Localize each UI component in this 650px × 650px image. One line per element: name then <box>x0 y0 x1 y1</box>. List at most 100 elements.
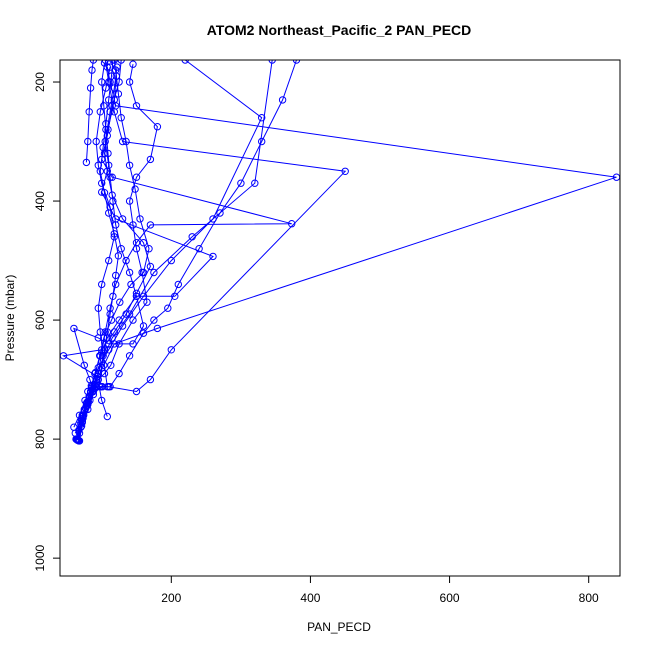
data-point <box>99 143 107 152</box>
data-point <box>125 268 134 277</box>
data-point <box>112 221 120 229</box>
y-tick-label: 1000 <box>33 544 47 571</box>
x-tick-label: 800 <box>579 591 599 605</box>
y-tick-label: 800 <box>33 429 47 449</box>
data-point <box>103 383 112 391</box>
data-point <box>88 66 96 74</box>
data-point <box>116 298 124 306</box>
data-point <box>195 245 203 253</box>
data-point <box>153 324 162 333</box>
data-point <box>86 84 95 92</box>
data-point <box>139 329 148 337</box>
data-point <box>73 435 81 443</box>
y-axis-label: Pressure (mbar) <box>3 275 17 362</box>
profile-series <box>82 60 98 167</box>
data-point <box>125 197 134 205</box>
data-point <box>341 167 349 176</box>
profile-line <box>77 60 347 440</box>
data-point <box>84 137 92 146</box>
data-point <box>117 60 125 64</box>
profile-line <box>98 60 119 417</box>
data-point <box>112 280 120 289</box>
profile-series <box>74 60 349 444</box>
data-point <box>94 334 103 342</box>
data-point <box>102 120 110 128</box>
x-axis: 200 400 600 800 <box>161 576 599 605</box>
data-point <box>100 102 108 110</box>
data-point <box>139 239 148 247</box>
data-point <box>100 189 109 197</box>
data-point <box>94 304 103 312</box>
data-point <box>114 252 123 260</box>
data-point <box>117 245 125 253</box>
data-point <box>100 346 109 354</box>
data-point <box>98 78 106 86</box>
data-point <box>78 418 87 427</box>
data-point <box>167 256 176 265</box>
data-point <box>146 155 155 164</box>
data-point <box>103 167 112 176</box>
data-point <box>89 60 98 64</box>
x-tick-label: 600 <box>440 591 460 605</box>
data-point <box>83 402 91 410</box>
data-point <box>96 108 105 116</box>
profile-series <box>72 63 620 443</box>
data-point <box>105 256 113 265</box>
data-point <box>75 426 83 434</box>
data-point <box>150 268 158 277</box>
data-point <box>117 114 125 122</box>
x-tick-label: 200 <box>161 591 181 605</box>
data-point <box>85 108 93 116</box>
profile-series <box>60 60 155 443</box>
y-tick-label: 200 <box>33 72 47 92</box>
data-point <box>209 252 217 261</box>
data-point <box>86 375 94 384</box>
data-point <box>132 245 141 253</box>
data-point <box>174 280 183 289</box>
data-point <box>278 96 287 104</box>
data-point <box>115 369 123 378</box>
data-point <box>129 316 137 324</box>
data-point <box>112 271 120 280</box>
data-point <box>75 411 84 419</box>
data-point <box>109 60 117 64</box>
series-layer <box>60 60 620 445</box>
data-point <box>103 328 112 336</box>
plot-frame <box>59 59 621 577</box>
data-point <box>143 298 151 306</box>
data-point <box>82 158 91 167</box>
y-axis: 200 400 600 800 1000 <box>33 72 60 571</box>
data-point <box>216 209 224 217</box>
data-point <box>122 310 130 318</box>
data-point <box>125 78 134 86</box>
data-point <box>74 436 82 444</box>
data-point <box>108 191 116 199</box>
data-point <box>129 221 137 229</box>
profile-line <box>77 64 158 441</box>
data-point <box>107 361 115 369</box>
data-point <box>106 63 114 71</box>
data-point <box>132 387 141 396</box>
data-point <box>132 102 141 110</box>
data-point <box>146 375 155 384</box>
data-point <box>131 185 139 193</box>
data-point <box>110 230 119 238</box>
chart-title: ATOM2 Northeast_Pacific_2 PAN_PECD <box>207 22 472 38</box>
profile-series <box>95 60 123 421</box>
data-point <box>292 60 301 64</box>
data-point <box>98 280 106 289</box>
data-point <box>132 173 141 181</box>
data-point <box>101 60 109 64</box>
data-point <box>139 322 148 330</box>
data-point <box>145 245 153 253</box>
data-point <box>92 137 100 146</box>
x-tick-label: 400 <box>300 591 320 605</box>
profile-series <box>74 60 162 444</box>
data-point <box>103 412 112 421</box>
data-point <box>258 114 266 122</box>
data-point <box>237 179 245 187</box>
data-point <box>167 346 176 354</box>
data-point <box>110 96 119 104</box>
data-point <box>105 78 113 86</box>
